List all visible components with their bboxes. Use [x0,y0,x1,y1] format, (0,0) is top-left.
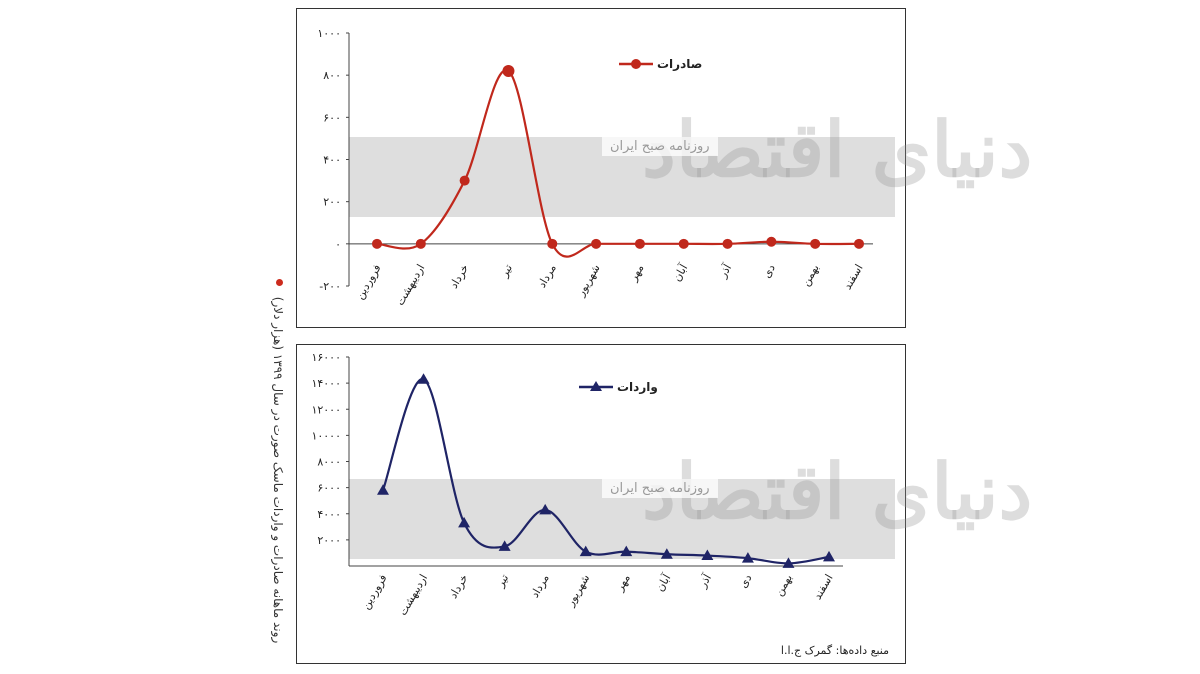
y-tick-label: ۲۰۰ [323,196,341,209]
data-point-imports [498,540,511,551]
y-tick-label: ۱۲۰۰۰ [311,403,341,416]
x-tick-label: اسفند [841,262,866,292]
caption-bullet [276,279,283,286]
data-point-exports [722,238,733,249]
x-tick-label: آذر [695,571,715,591]
y-tick-label: ۴۰۰۰ [317,508,341,521]
data-point-exports [502,64,515,77]
series-line-exports [376,69,860,258]
series-line-imports [381,378,830,565]
x-tick-label: فروردین [359,572,389,612]
x-tick-label: فروردین [353,262,383,302]
x-tick-label: تیر [497,262,515,280]
legend-marker [631,59,641,69]
chart-caption-text: روند ماهانه صادرات و واردات ماسک صورت در… [271,296,285,644]
x-tick-label: مهر [613,572,633,594]
legend-label: صادرات [657,57,702,71]
data-point-exports [678,238,689,249]
x-tick-label: بهمن [772,572,795,598]
data-point-imports [458,516,471,528]
data-point-imports [579,545,592,557]
y-tick-label: ۸۰۰۰ [317,456,341,469]
x-tick-label: تیر [493,572,511,590]
x-tick-label: مرداد [528,572,552,600]
imports-chart: ۲۰۰۰ ۴۰۰۰ ۶۰۰۰ ۸۰۰۰ ۱۰۰۰۰ ۱۲۰۰۰ ۱۴۰۰۰ ۱۶۰۰۰ فرور… [311,351,843,618]
imports-chart-panel: دنیای اقتصاد روزنامه صبح ایران ۲۰۰۰ ۴۰۰۰ ۶… [296,344,1028,664]
x-tick-label: دی [736,572,754,590]
data-point-imports [701,549,714,561]
legend-label: واردات [617,380,658,395]
data-point-imports [417,373,430,384]
y-tick-label: ۶۰۰ [323,111,341,124]
y-tick-label: ۸۰۰ [323,69,341,82]
data-point-imports [741,552,754,563]
x-tick-label: اسفند [811,572,836,602]
x-tick-label: آذر [715,261,735,281]
x-tick-label: دی [760,262,778,280]
data-point-exports [810,238,821,249]
data-point-exports [634,238,645,249]
exports-chart-panel: دنیای اقتصاد روزنامه صبح ایران -۲۰۰ ۰ ۲۰۰ ۴… [296,8,1028,328]
x-tick-label: شهریور [574,262,603,299]
x-tick-label: خرداد [447,262,471,291]
data-point-imports [620,545,633,557]
x-tick-label: اردیبهشت [396,572,430,618]
y-tick-label: ۴۰۰ [323,154,341,167]
data-point-exports [547,238,558,249]
y-tick-label: ۲۰۰۰ [317,534,341,547]
data-point-imports [377,484,389,495]
x-tick-label: اردیبهشت [393,262,427,308]
y-tick-label: ۱۰۰۰۰ [311,429,341,442]
y-tick-label: ۱۶۰۰۰ [311,351,341,364]
x-tick-label: آبان [669,261,690,284]
data-point-imports [660,548,673,559]
data-point-exports [415,238,426,249]
data-point-imports [823,550,835,562]
watermark-tag: روزنامه صبح ایران [602,137,718,156]
data-point-exports [766,236,777,247]
x-tick-label: شهریور [563,572,592,609]
data-point-exports [372,238,382,249]
data-point-exports [854,238,864,249]
x-tick-label: آبان [653,571,674,594]
source-note: منبع داده‌ها: گمرک ج.ا.ا [780,644,889,657]
data-point-imports [782,557,795,568]
watermark-tag: روزنامه صبح ایران [602,479,718,498]
x-tick-label: خرداد [447,572,471,601]
x-tick-label: مرداد [535,262,559,290]
exports-chart: -۲۰۰ ۰ ۲۰۰ ۴۰۰ ۶۰۰ ۸۰۰ ۱۰۰۰ فروردین اردیبهشت خردا… [317,27,873,308]
chart-caption: روند ماهانه صادرات و واردات ماسک صورت در… [268,280,288,660]
data-point-imports [539,503,552,515]
x-tick-label: بهمن [799,262,822,288]
data-point-exports [591,238,602,249]
x-tick-label: مهر [626,262,646,284]
y-tick-label: ۶۰۰۰ [317,482,341,495]
y-tick-label: ۱۰۰۰ [317,27,341,40]
y-tick-label: -۲۰۰ [319,280,341,293]
data-point-exports [459,175,470,186]
y-tick-label: ۱۴۰۰۰ [311,377,341,390]
y-tick-label: ۰ [335,238,341,251]
legend-marker [590,381,602,391]
